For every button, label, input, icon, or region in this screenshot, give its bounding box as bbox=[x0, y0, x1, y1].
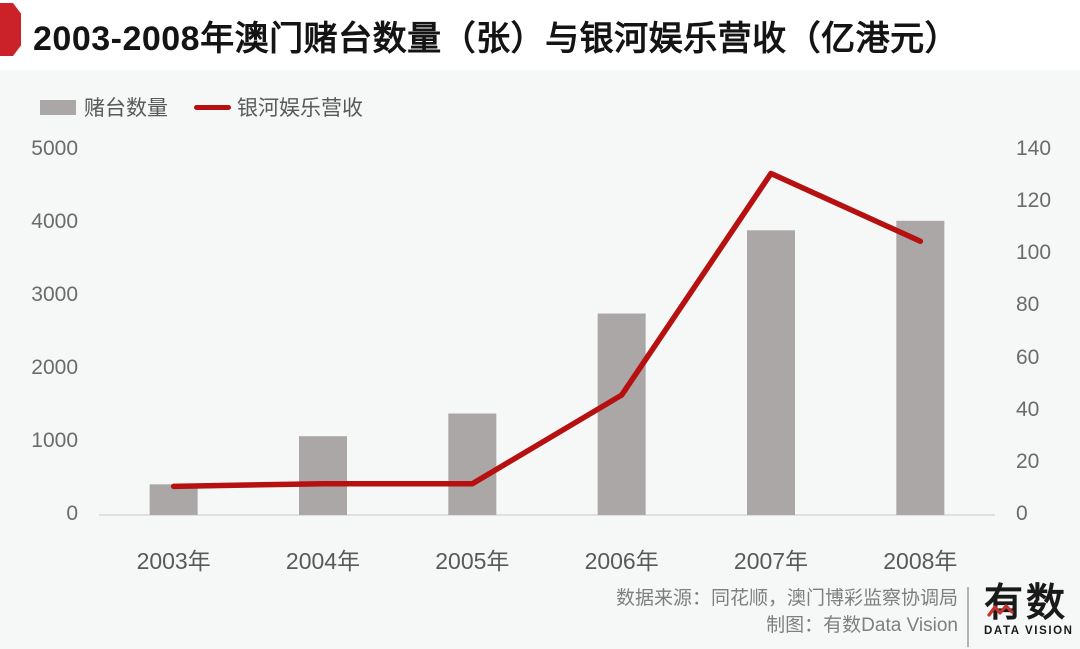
right-axis-tick-120: 120 bbox=[1016, 189, 1052, 213]
left-axis-tick-1000: 1000 bbox=[31, 429, 78, 452]
x-axis-line bbox=[99, 514, 995, 516]
revenue-line bbox=[170, 170, 924, 490]
x-axis-label-2008年: 2008年 bbox=[883, 548, 958, 574]
legend: 赌台数量 银河娱乐营收 bbox=[40, 93, 363, 121]
right-axis-tick-40: 40 bbox=[1016, 397, 1040, 421]
bar-series-swatch-icon bbox=[40, 99, 76, 115]
bar-2007年 bbox=[747, 230, 795, 516]
right-axis-tick-0: 0 bbox=[1016, 502, 1028, 525]
footer-divider bbox=[967, 587, 969, 647]
left-axis-tick-4000: 4000 bbox=[31, 210, 78, 233]
bar-2006年 bbox=[597, 313, 646, 515]
logo-subtitle: DATA VISION bbox=[984, 625, 1074, 637]
bar-2004年 bbox=[299, 436, 347, 515]
title-band: 2003-2008年澳门赌台数量（张）与银河娱乐营收（亿港元） bbox=[0, 0, 1080, 70]
bar-2003年 bbox=[149, 484, 198, 515]
right-axis-tick-100: 100 bbox=[1016, 241, 1052, 265]
right-axis-tick-140: 140 bbox=[1016, 137, 1052, 160]
x-axis-label-2007年: 2007年 bbox=[733, 548, 809, 574]
legend-label-bars: 赌台数量 bbox=[84, 97, 168, 120]
accent-ribbon-icon bbox=[0, 3, 21, 56]
logo: 有数 DATA VISION bbox=[984, 580, 1076, 637]
left-axis-tick-2000: 2000 bbox=[31, 356, 78, 379]
x-axis-label-2004年: 2004年 bbox=[285, 548, 361, 574]
left-axis-tick-5000: 5000 bbox=[31, 137, 78, 160]
x-axis-label-2006年: 2006年 bbox=[584, 548, 659, 574]
page-title: 2003-2008年澳门赌台数量（张）与银河娱乐营收（亿港元） bbox=[33, 19, 960, 58]
credit-note: 制图：有数Data Vision bbox=[766, 615, 958, 636]
legend-label-line: 银河娱乐营收 bbox=[237, 97, 363, 120]
left-axis-tick-0: 0 bbox=[66, 502, 78, 525]
line-series-swatch-icon bbox=[194, 104, 231, 110]
x-axis-label-2005年: 2005年 bbox=[435, 548, 510, 574]
bar-2008年 bbox=[896, 220, 945, 515]
right-axis-tick-20: 20 bbox=[1016, 449, 1040, 473]
x-axis-label-2003年: 2003年 bbox=[136, 548, 211, 574]
logo-zigzag-icon bbox=[987, 604, 1014, 617]
bar-2005年 bbox=[448, 413, 497, 515]
right-axis-tick-60: 60 bbox=[1016, 345, 1040, 369]
footer-notes: 数据来源：同花顺，澳门博彩监察协调局 制图：有数Data Vision bbox=[616, 585, 958, 639]
source-note: 数据来源：同花顺，澳门博彩监察协调局 bbox=[615, 588, 958, 609]
right-axis-tick-80: 80 bbox=[1016, 293, 1040, 317]
logo-wordmark: 有数 bbox=[984, 582, 1069, 625]
left-axis-tick-3000: 3000 bbox=[31, 283, 78, 306]
